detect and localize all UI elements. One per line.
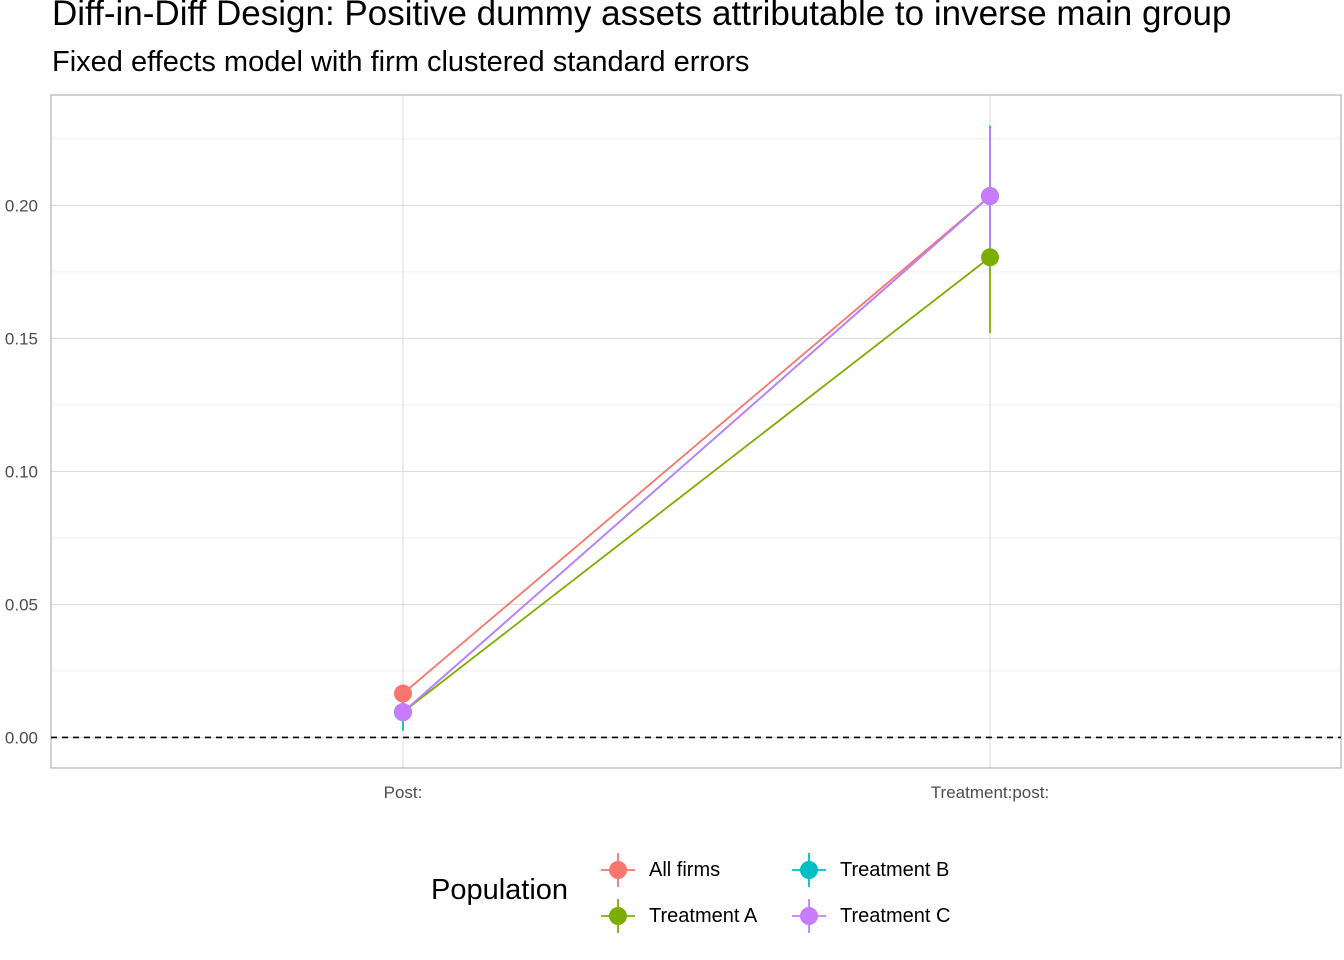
y-tick-label: 0.05 [5, 595, 38, 614]
series-errorbars [402, 125, 991, 731]
x-axis-tick-labels: Post: Treatment:post: [384, 783, 1050, 802]
minor-gridlines [51, 138, 1341, 672]
legend-swatch-point [609, 861, 627, 879]
legend-key-treatment-b [792, 853, 826, 887]
major-gridlines [51, 95, 1341, 768]
legend-swatch [601, 899, 635, 933]
x-tick-label: Post: [384, 783, 423, 802]
legend-label: All firms [649, 858, 721, 881]
legend-swatch [792, 853, 826, 887]
series-lines [402, 195, 991, 713]
legend-key-all-firms [601, 853, 635, 887]
series-points [394, 187, 999, 722]
y-tick-label: 0.15 [5, 329, 38, 348]
legend-label: Treatment C [840, 904, 951, 927]
legend-item-treatment-b[interactable]: Treatment B [792, 853, 950, 887]
legend-item-all-firms[interactable]: All firms [601, 853, 721, 887]
series-line-treatment-c [402, 195, 991, 713]
legend-label: Treatment A [649, 904, 758, 927]
legend-swatch [601, 853, 635, 887]
x-tick-label: Treatment:post: [931, 783, 1049, 802]
y-tick-label: 0.00 [5, 728, 38, 747]
y-tick-label: 0.10 [5, 462, 38, 481]
point-all-firms [394, 684, 412, 703]
chart-subtitle: Fixed effects model with firm clustered … [52, 46, 750, 78]
legend-item-treatment-a[interactable]: Treatment A [601, 899, 758, 933]
series-line-treatment-a [402, 256, 991, 713]
legend-title: Population [431, 874, 569, 906]
chart-title: Diff-in-Diff Design: Positive dummy asse… [52, 0, 1232, 33]
legend-swatch-point [800, 861, 818, 879]
point-treatment-c [394, 703, 412, 722]
legend-swatch [792, 899, 826, 933]
legend-key-treatment-c [792, 899, 826, 933]
point-treatment-a [981, 248, 999, 267]
legend-item-treatment-c[interactable]: Treatment C [792, 899, 951, 933]
legend-key-treatment-a [601, 899, 635, 933]
legend-label: Treatment B [840, 858, 950, 881]
y-tick-label: 0.20 [5, 196, 38, 215]
legend-swatch-point [800, 907, 818, 925]
legend-swatch-point [609, 907, 627, 925]
point-treatment-c [981, 187, 999, 206]
series-line-all-firms [402, 195, 991, 695]
panel-border [50, 94, 1342, 769]
y-axis-tick-labels: 0.00 0.05 0.10 0.15 0.20 [5, 196, 38, 747]
